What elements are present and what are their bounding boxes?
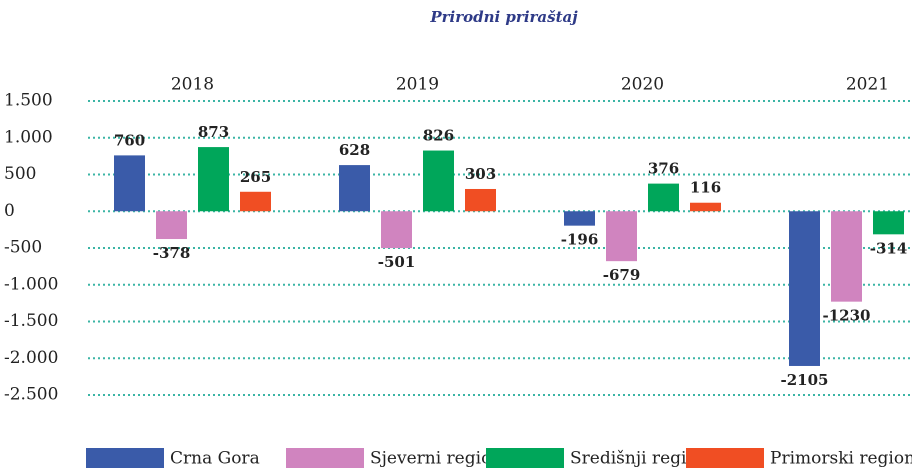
data-label: 116 bbox=[690, 179, 721, 197]
bar bbox=[156, 211, 187, 240]
data-label: 760 bbox=[114, 131, 145, 149]
data-label: -2105 bbox=[781, 371, 829, 389]
bar bbox=[831, 211, 862, 302]
bar bbox=[381, 211, 412, 249]
legend-label: Sjeverni region bbox=[370, 449, 502, 468]
y-tick-label: 1.000 bbox=[4, 127, 53, 147]
bar bbox=[690, 202, 721, 212]
bar bbox=[648, 183, 679, 212]
x-tick-label: 2021 bbox=[846, 75, 889, 95]
legend-swatch bbox=[486, 448, 564, 468]
legend-label: Crna Gora bbox=[170, 449, 260, 468]
bar bbox=[789, 211, 820, 366]
data-label: 376 bbox=[648, 160, 679, 178]
bar bbox=[198, 147, 229, 212]
y-tick-label: 0 bbox=[4, 201, 15, 221]
data-label: 628 bbox=[339, 141, 370, 159]
chart-title: Prirodni priraštaj bbox=[429, 8, 578, 26]
data-label: -1230 bbox=[823, 307, 871, 325]
data-label: 826 bbox=[423, 127, 454, 145]
data-label: -314 bbox=[870, 239, 908, 257]
y-tick-label: -2.500 bbox=[4, 385, 58, 405]
legend-swatch bbox=[286, 448, 364, 468]
bar bbox=[564, 211, 595, 226]
x-tick-label: 2018 bbox=[171, 75, 214, 95]
bar bbox=[423, 150, 454, 212]
data-label: -378 bbox=[153, 244, 191, 262]
y-tick-label: 1.500 bbox=[4, 91, 53, 111]
data-label: -501 bbox=[378, 253, 416, 271]
y-tick-label: -1.000 bbox=[4, 274, 58, 294]
y-tick-label: -1.500 bbox=[4, 311, 58, 331]
data-label: 873 bbox=[198, 123, 229, 141]
y-tick-label: -2.000 bbox=[4, 348, 58, 368]
data-label: -679 bbox=[603, 266, 641, 284]
x-tick-label: 2019 bbox=[396, 75, 439, 95]
y-tick-label: 500 bbox=[4, 164, 36, 184]
data-label: 303 bbox=[465, 165, 496, 183]
legend-swatch bbox=[86, 448, 164, 468]
bar bbox=[339, 165, 370, 212]
bar bbox=[114, 155, 145, 212]
legend-label: Primorski region bbox=[770, 449, 912, 468]
bar bbox=[606, 211, 637, 262]
y-tick-label: -500 bbox=[4, 238, 42, 258]
legend-swatch bbox=[686, 448, 764, 468]
data-label: 265 bbox=[240, 168, 271, 186]
bar bbox=[240, 191, 271, 212]
data-label: -196 bbox=[561, 231, 599, 249]
x-tick-label: 2020 bbox=[621, 75, 664, 95]
bar bbox=[465, 188, 496, 212]
legend-label: Središnji region bbox=[570, 449, 708, 468]
bar bbox=[873, 211, 904, 235]
